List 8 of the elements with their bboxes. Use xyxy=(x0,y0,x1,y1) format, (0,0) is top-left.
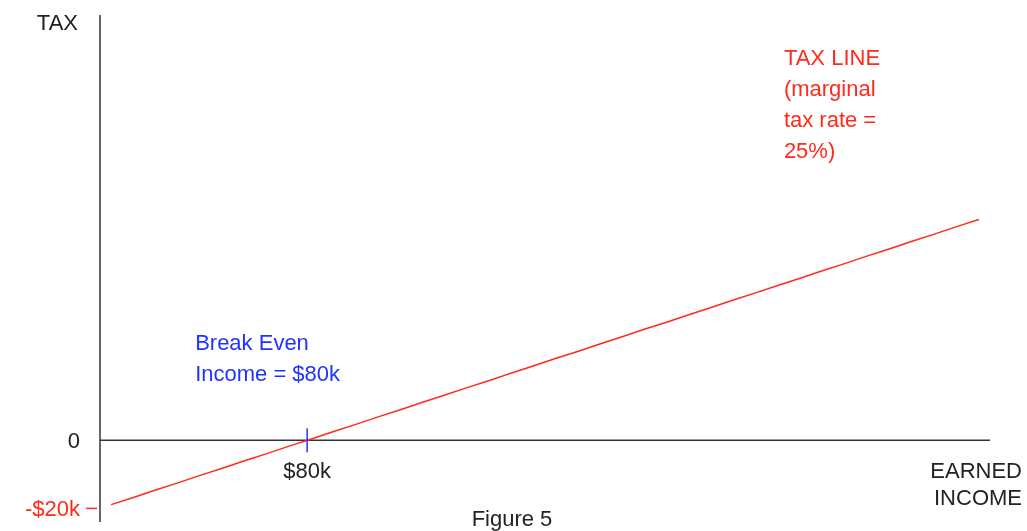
annotation: Figure 5 xyxy=(471,506,553,531)
annotation: Break Even Income = $80k xyxy=(195,330,342,387)
text: TAX LINE (marginal tax rate = 25%) xyxy=(783,44,881,163)
annotation: $80k xyxy=(283,458,332,484)
y-tick-label: -$20k xyxy=(24,496,81,522)
y-axis-title: TAX xyxy=(36,10,79,35)
x-axis-title: EARNED INCOME xyxy=(930,458,1022,511)
y-tick-label: 0 xyxy=(67,428,80,454)
